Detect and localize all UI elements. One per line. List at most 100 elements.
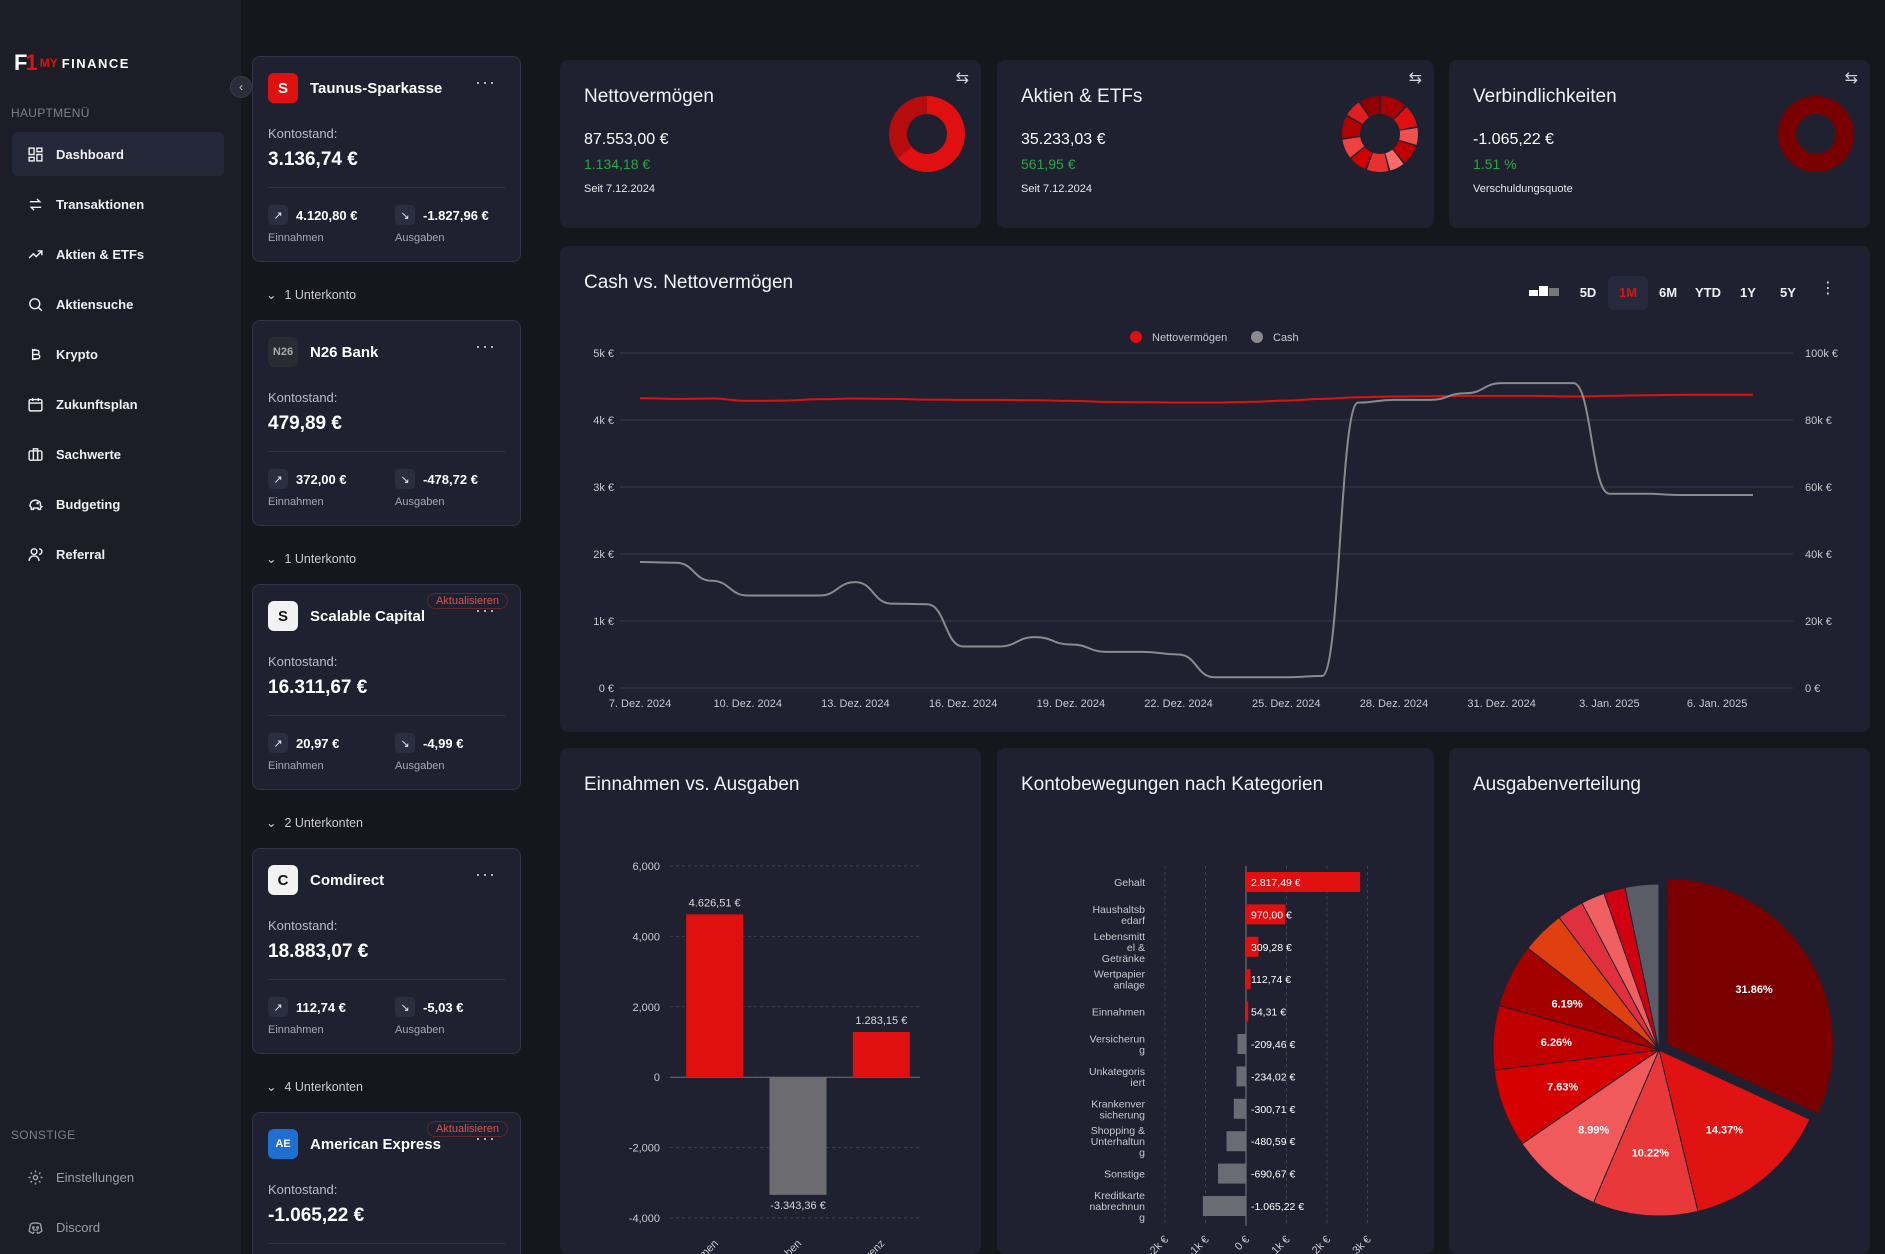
range-button-5d[interactable]: 5D [1579,285,1597,300]
kpi-card: Verbindlichkeiten -1.065,22 € 1.51 % Ver… [1449,60,1870,228]
y-left-tick: 0 € [599,683,614,695]
donut-segment [1399,127,1418,145]
category-bar[interactable] [1246,969,1251,990]
bar-value-label: 1.283,15 € [855,1015,907,1027]
sidebar-item-referral[interactable]: Referral [12,532,224,576]
subaccount-toggle[interactable]: ⌄ 1 Unterkonto [266,551,356,567]
range-button-1y[interactable]: 1Y [1740,285,1756,300]
y-tick: 2,000 [632,1002,660,1014]
account-card[interactable]: AE American Express ··· Aktualisieren Kon… [252,1112,521,1254]
donut-segment [1351,147,1373,169]
account-more-icon[interactable]: ··· [475,72,496,92]
category-bar[interactable] [1202,1196,1246,1216]
brand-mark: F1 [14,50,38,76]
kpi-title: Aktien & ETFs [1021,86,1143,107]
category-bar[interactable] [1246,872,1361,892]
category-bar[interactable] [1233,1098,1246,1119]
income-flow: ↗ 20,97 € [268,733,339,753]
cash-networth-title: Cash vs. Nettovermögen [584,272,794,293]
legend-dot-nettovermoegen [1130,331,1142,343]
y-right-tick: 60k € [1805,482,1832,494]
category-bar[interactable] [1246,904,1286,925]
divider [268,451,505,452]
pie-slice[interactable] [1624,883,1660,1051]
pie-slice[interactable] [1592,1048,1699,1217]
account-more-icon[interactable]: ··· [475,336,496,356]
chevron-down-icon: ⌄ [266,816,277,830]
sidebar-item-budgeting[interactable]: Budgeting [12,482,224,526]
pie-slice-label: 8.99% [1578,1125,1609,1137]
account-more-icon[interactable]: ··· [475,864,496,884]
account-card[interactable]: S Scalable Capital ··· Aktualisieren Kont… [252,584,521,790]
expense-distribution-chart: 31.86% 14.37% 10.22% 8.99% 7.63% 6.26% 6.19% [1492,878,1834,1217]
pie-slice[interactable] [1521,1048,1661,1204]
x-tick: ben [783,1238,804,1254]
x-tick: 25. Dez. 2024 [1252,698,1321,710]
subaccount-toggle[interactable]: ⌄ 1 Unterkonto [266,287,356,303]
x-tick: 2k € [1310,1234,1333,1254]
kpi-note: Seit 7.12.2024 [1021,183,1092,195]
account-card[interactable]: S Taunus-Sparkasse ··· Kontostand: 3.136… [252,56,521,262]
main-menu-label: HAUPTMENÜ [11,106,90,120]
sidebar-item-einstellungen[interactable]: Einstellungen [12,1155,224,1199]
category-bar[interactable] [1237,1034,1246,1054]
bar[interactable] [852,1032,910,1078]
balance-label: Kontostand: [268,918,338,933]
category-bar[interactable] [1218,1163,1246,1184]
range-button-ytd[interactable]: YTD [1695,285,1721,300]
arrow-down-right-icon: ↘ [395,205,415,225]
pie-slice[interactable] [1658,1049,1811,1212]
swap-icon[interactable]: ⇆ [1844,70,1858,87]
income-label: Einnahmen [268,760,324,772]
legend-label[interactable]: Cash [1273,332,1299,344]
range-button-6m[interactable]: 6M [1658,285,1678,300]
income-value: 372,00 € [296,471,347,487]
sidebar-item-aktiensuche[interactable]: Aktiensuche [12,282,224,326]
category-bar[interactable] [1226,1131,1246,1152]
category-label: Haushaltsb edarf [1092,904,1145,927]
category-label-line: Getränke [1102,953,1145,965]
x-tick: 7. Dez. 2024 [609,698,671,710]
range-button-1m[interactable]: 1M [1608,276,1648,310]
category-label-line: g [1139,1147,1145,1159]
sidebar-item-dashboard[interactable]: Dashboard [12,132,224,176]
range-selector: 5D 1M 6M YTD 1Y 5Y [1524,276,1808,310]
arrow-up-right-icon: ↗ [268,733,288,753]
chart-type-toggle[interactable] [1524,276,1568,310]
bar[interactable] [686,914,744,1078]
category-bar[interactable] [1246,936,1259,957]
category-value-label: -1.065,22 € [1251,1201,1304,1213]
sidebar-item-discord[interactable]: Discord [12,1205,224,1249]
legend-label[interactable]: Nettovermögen [1152,332,1227,344]
sidebar-item-aktien-etfs[interactable]: Aktien & ETFs [12,232,224,276]
swap-icon[interactable]: ⇆ [1408,70,1422,87]
category-bar[interactable] [1246,1001,1249,1022]
category-label: Kreditkarte nabrechnun g [1090,1190,1146,1224]
brand-logo[interactable]: F1 MY FINANCE [14,50,130,76]
sidebar-item-zukunftsplan[interactable]: Zukunftsplan [12,382,224,426]
range-button-5y[interactable]: 5Y [1780,285,1796,300]
refresh-badge[interactable]: Aktualisieren [427,593,508,609]
category-label: Wertpapier anlage [1094,969,1146,992]
category-bar[interactable] [1236,1066,1246,1087]
sidebar-item-krypto[interactable]: Krypto [12,332,224,376]
subaccount-toggle[interactable]: ⌄ 4 Unterkonten [266,1079,363,1095]
bar[interactable] [769,1077,827,1195]
scalable-logo-icon: S [268,601,298,631]
donut-segment [1394,106,1418,130]
account-balance: 479,89 € [268,413,342,434]
sidebar-item-sachwerte[interactable]: Sachwerte [12,432,224,476]
sidebar-collapse-button[interactable]: ‹ [230,76,252,98]
account-card[interactable]: C Comdirect ··· Kontostand: 18.883,07 € … [252,848,521,1054]
category-value-label: -209,46 € [1251,1039,1296,1051]
refresh-badge[interactable]: Aktualisieren [427,1121,508,1137]
sidebar-item-transaktionen[interactable]: Transaktionen [12,182,224,226]
account-card[interactable]: N26 N26 Bank ··· Kontostand: 479,89 € ↗ … [252,320,521,526]
pie-slice[interactable] [1666,878,1834,1115]
subaccount-toggle[interactable]: ⌄ 2 Unterkonten [266,815,363,831]
category-value-label: 2.817,49 € [1251,877,1301,889]
kpi-card: Aktien & ETFs 35.233,03 € 561,95 € Seit … [997,60,1434,228]
chart-menu-icon[interactable]: ⋮ [1820,280,1836,297]
comdirect-logo-icon: C [268,865,298,895]
swap-icon[interactable]: ⇆ [955,70,969,87]
